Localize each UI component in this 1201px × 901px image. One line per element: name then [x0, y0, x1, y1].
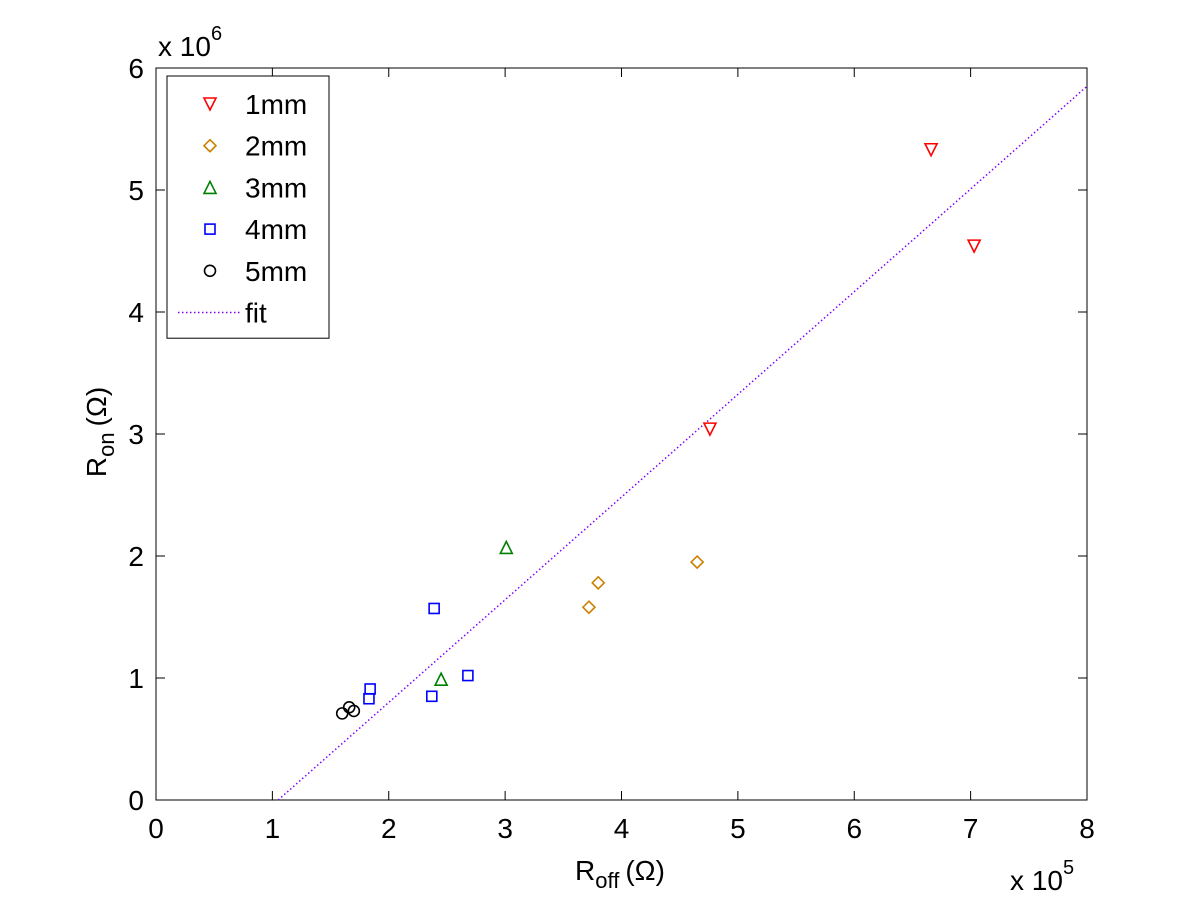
y-tick-label: 1: [128, 663, 144, 694]
legend-label: 1mm: [245, 89, 307, 120]
y-tick-label: 5: [128, 175, 144, 206]
legend-label: 2mm: [245, 131, 307, 162]
x-tick-label: 8: [1079, 813, 1095, 844]
x-tick-label: 1: [265, 813, 281, 844]
legend-box: [166, 75, 330, 339]
legend-marker-4mm: [204, 223, 216, 235]
data-point-1mm: [702, 422, 718, 437]
x-tick-label: 7: [963, 813, 979, 844]
points-layer: [335, 142, 982, 720]
x-tick-label: 2: [381, 813, 397, 844]
x-tick-label: 5: [730, 813, 746, 844]
y-tick-label: 0: [128, 785, 144, 816]
data-point-4mm: [426, 690, 438, 703]
data-point-5mm: [347, 704, 361, 718]
x-tick-label: 3: [497, 813, 513, 844]
legend-label: 4mm: [245, 214, 307, 245]
data-point-1mm: [966, 239, 982, 254]
legend-marker-3mm: [202, 179, 218, 195]
y-axis-multiplier: x 106: [158, 23, 222, 62]
y-tick-label: 3: [128, 419, 144, 450]
y-tick-label: 4: [128, 297, 144, 328]
data-point-4mm: [428, 602, 440, 615]
y-tick-label: 6: [128, 53, 144, 84]
data-point-1mm: [923, 142, 939, 158]
legend-label: 3mm: [245, 172, 307, 203]
data-point-2mm: [690, 554, 705, 570]
y-axis-label: Ron(Ω): [81, 387, 119, 477]
legend: 1mm 2mm 3mm 4mm 5mm fit: [166, 75, 330, 339]
data-point-2mm: [591, 575, 606, 590]
x-tick-label: 4: [614, 813, 630, 844]
x-axis-label: Roff (Ω): [575, 855, 665, 893]
data-point-4mm: [364, 683, 376, 695]
legend-label: fit: [245, 298, 267, 329]
legend-marker-1mm: [202, 97, 218, 112]
legend-label: 5mm: [245, 256, 307, 287]
data-point-3mm: [433, 671, 449, 687]
data-point-3mm: [498, 539, 514, 555]
x-axis-multiplier: x 105: [1010, 857, 1074, 896]
y-tick-label: 2: [128, 541, 144, 572]
data-point-4mm: [462, 669, 474, 682]
x-tick-label: 6: [846, 813, 862, 844]
data-point-2mm: [581, 600, 597, 615]
x-tick-label: 0: [148, 813, 164, 844]
axes: 0 1 2 3 4 5 6 7 8 0 1 2 3 4 5 6: [128, 53, 1094, 844]
legend-marker-2mm: [202, 138, 218, 153]
legend-marker-5mm: [203, 264, 217, 278]
